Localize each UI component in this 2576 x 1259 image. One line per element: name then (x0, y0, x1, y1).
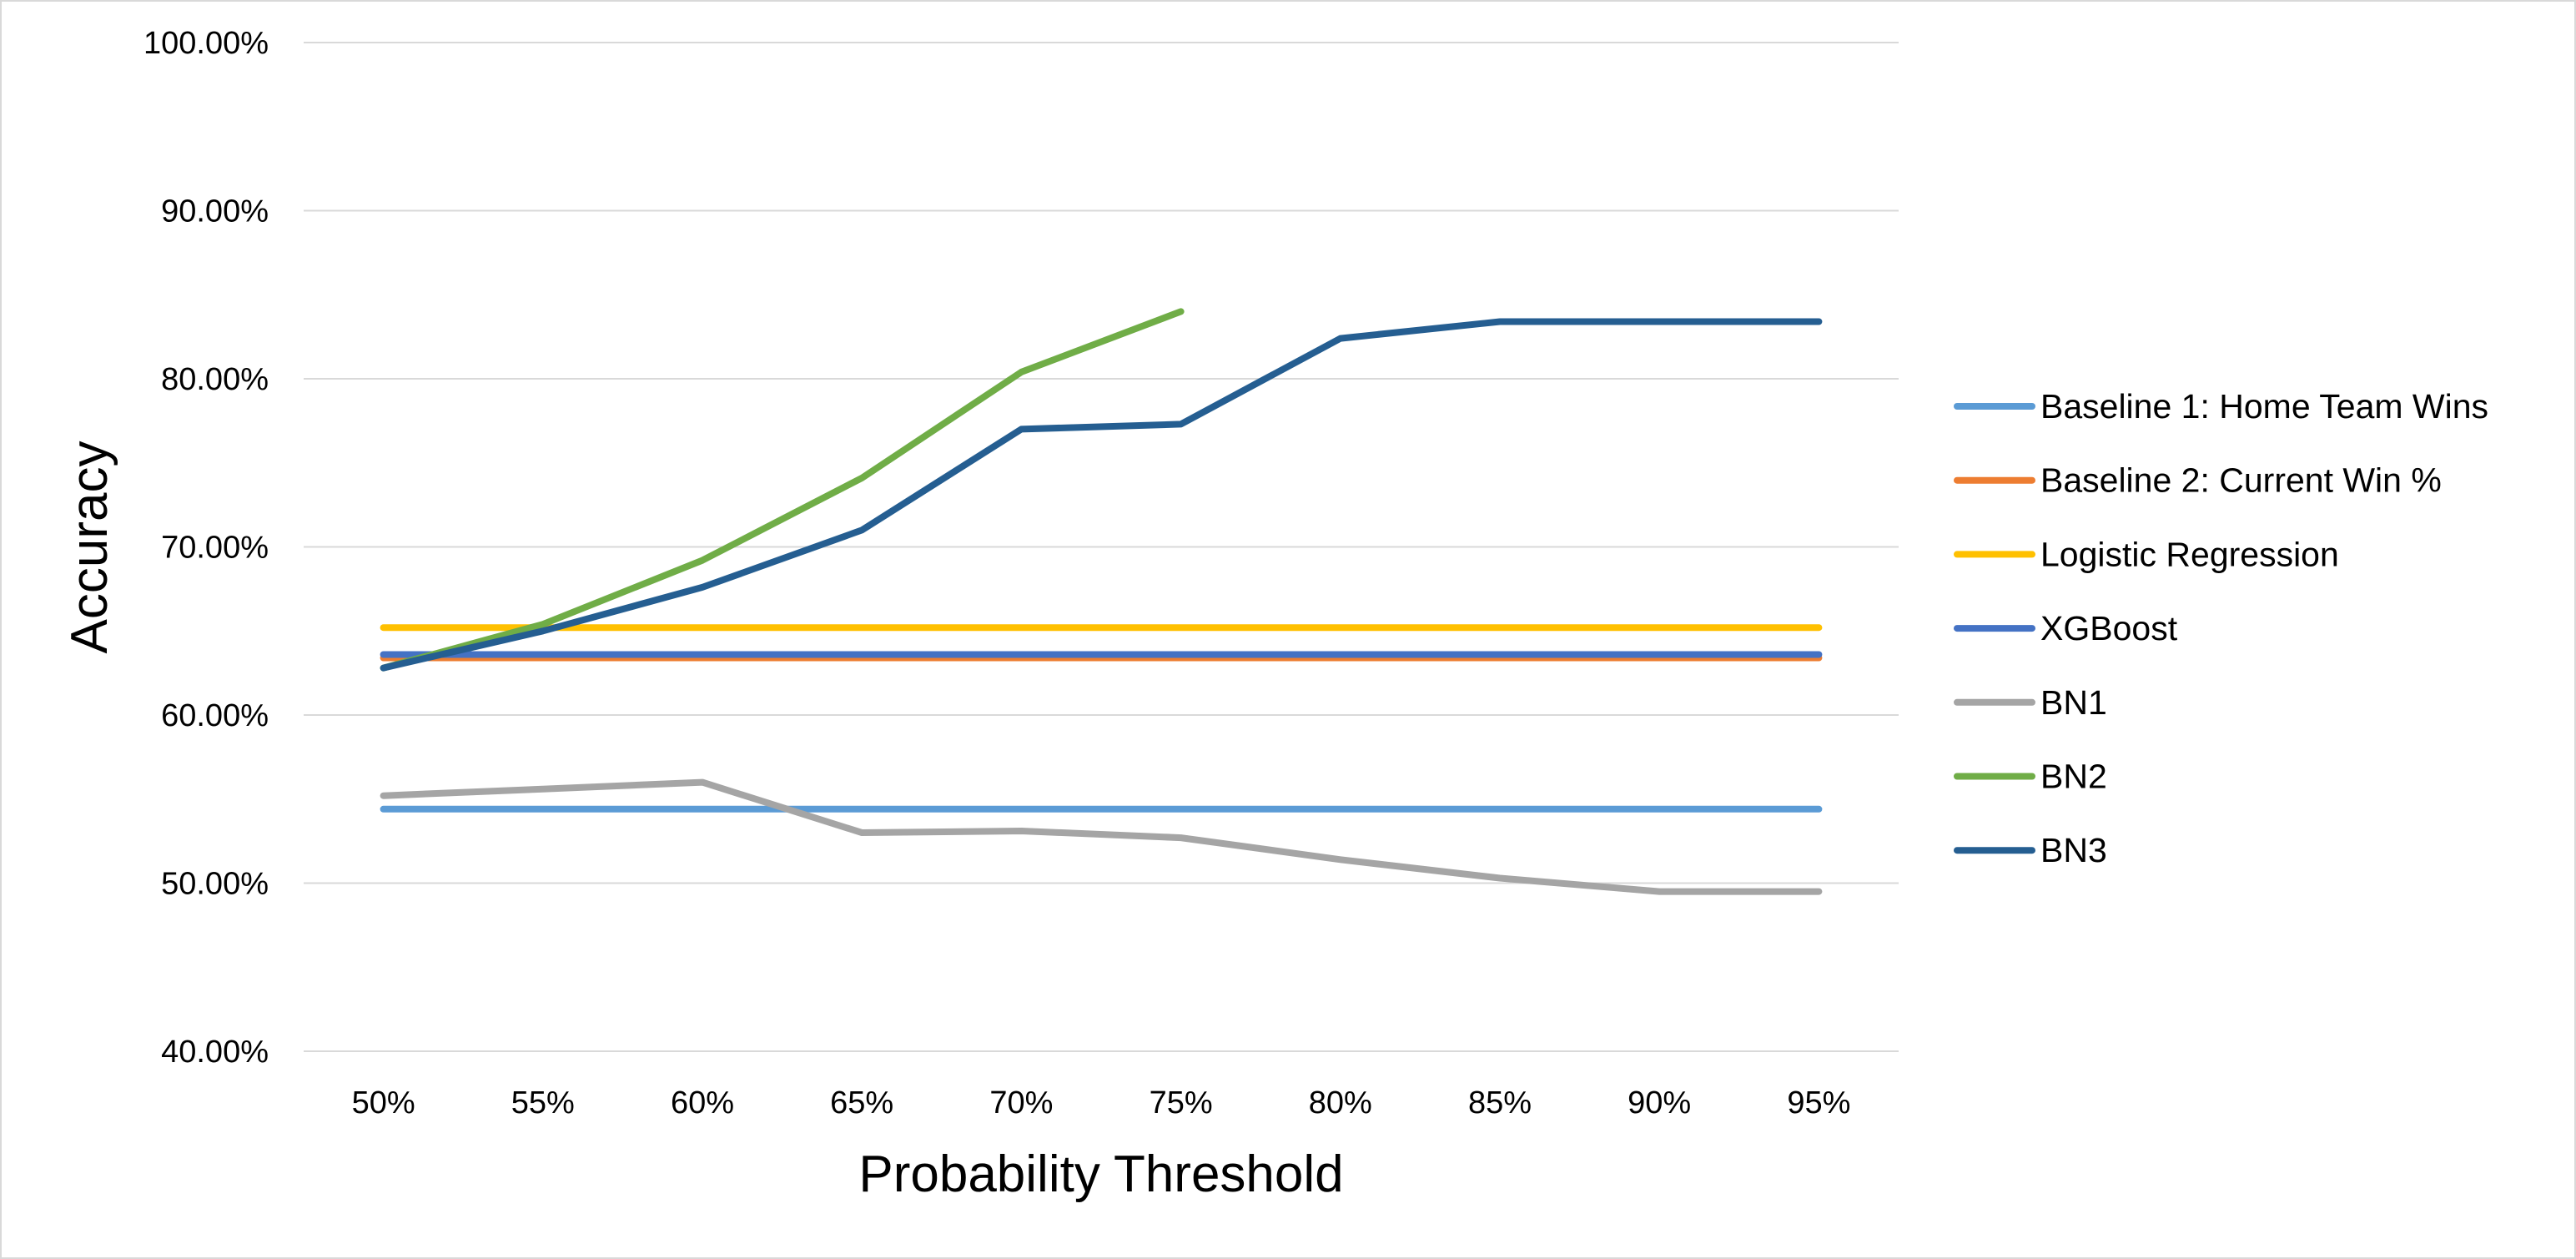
legend-label-logistic-regression: Logistic Regression (2040, 535, 2339, 573)
y-tick-label: 80.00% (161, 362, 269, 397)
series-line-bn1 (380, 778, 1823, 895)
legend-label-bn2: BN2 (2040, 758, 2107, 796)
y-axis-tick-labels: 40.00% 50.00% 60.00% 70.00% 80.00% 90.00% 100.… (143, 26, 269, 1070)
legend: Baseline 1: Home Team Wins Baseline 2: Cu… (1954, 387, 2488, 869)
legend-label-xgboost: XGBoost (2040, 609, 2178, 647)
series-lines (380, 308, 1823, 895)
y-axis-title: Accuracy (61, 441, 118, 654)
x-tick-label: 55% (511, 1085, 575, 1121)
x-tick-label: 75% (1150, 1085, 1213, 1121)
x-tick-label: 95% (1787, 1085, 1850, 1121)
x-axis-tick-labels: 50% 55% 60% 65% 70% 75% 80% 85% 90% 95% (352, 1085, 1851, 1121)
y-tick-label: 40.00% (161, 1035, 269, 1070)
legend-label-bn1: BN1 (2040, 683, 2107, 722)
series-line-bn3 (380, 318, 1823, 672)
x-tick-label: 50% (352, 1085, 415, 1121)
gridlines (304, 42, 1899, 1052)
x-tick-label: 85% (1468, 1085, 1532, 1121)
y-tick-label: 100.00% (143, 26, 269, 61)
y-tick-label: 50.00% (161, 867, 269, 902)
y-tick-label: 90.00% (161, 194, 269, 229)
y-tick-label: 60.00% (161, 698, 269, 733)
x-tick-label: 60% (671, 1085, 734, 1121)
legend-label-baseline-1-home-team-wins: Baseline 1: Home Team Wins (2040, 387, 2488, 426)
y-tick-label: 70.00% (161, 531, 269, 566)
legend-label-baseline-2-current-win: Baseline 2: Current Win % (2040, 461, 2442, 500)
x-axis-title: Probability Threshold (858, 1146, 1343, 1203)
series-line-bn2 (380, 308, 1185, 672)
legend-label-bn3: BN3 (2040, 831, 2107, 869)
x-tick-label: 70% (989, 1085, 1053, 1121)
x-tick-label: 80% (1309, 1085, 1372, 1121)
x-tick-label: 90% (1628, 1085, 1691, 1121)
x-tick-label: 65% (830, 1085, 893, 1121)
